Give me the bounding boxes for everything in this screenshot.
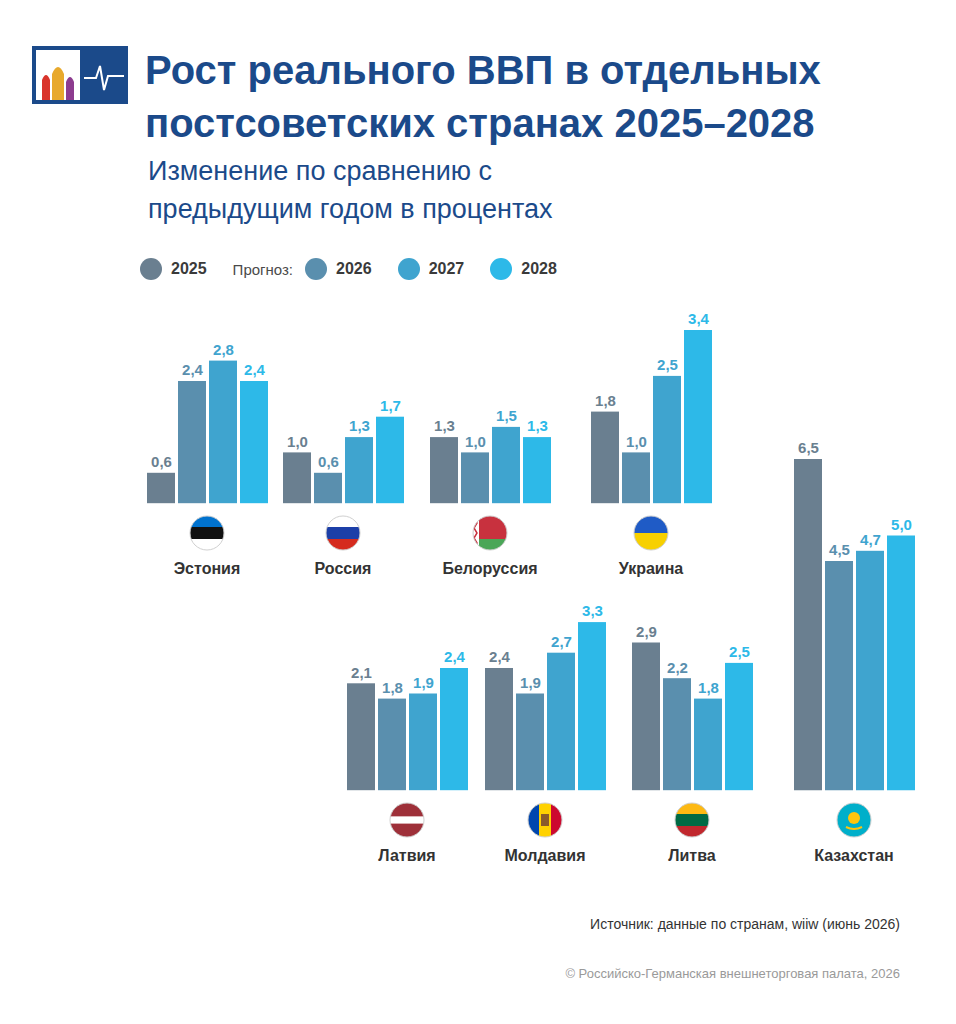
html-text:Белоруссия: Белоруссия bbox=[442, 560, 538, 577]
svg-text:1,3: 1,3 bbox=[349, 417, 370, 434]
html-text:2026: 2026 bbox=[336, 260, 372, 277]
svg-text:0,6: 0,6 bbox=[151, 453, 172, 470]
html-text:Украина: Украина bbox=[618, 560, 684, 577]
svg-text:0,6: 0,6 bbox=[318, 453, 339, 470]
html-text:Рост реального ВВП в отдельных: Рост реального ВВП в отдельных постсовет… bbox=[145, 48, 821, 145]
svg-text:2,9: 2,9 bbox=[636, 622, 657, 639]
svg-text:2,4: 2,4 bbox=[182, 361, 203, 378]
svg-text:2,5: 2,5 bbox=[729, 643, 750, 660]
svg-text:1,5: 1,5 bbox=[496, 407, 517, 424]
html-text:2028: 2028 bbox=[521, 260, 557, 277]
svg-text:1,9: 1,9 bbox=[520, 673, 541, 690]
svg-text:1,0: 1,0 bbox=[626, 432, 647, 449]
svg-text:2,4: 2,4 bbox=[244, 361, 265, 378]
svg-text:4,5: 4,5 bbox=[829, 541, 850, 558]
svg-text:2,4: 2,4 bbox=[444, 648, 465, 665]
html-text:Прогноз:: Прогноз: bbox=[232, 260, 293, 278]
svg-text:1,7: 1,7 bbox=[380, 397, 401, 414]
html-text:Россия: Россия bbox=[314, 560, 372, 577]
html-text:2027: 2027 bbox=[428, 260, 465, 277]
svg-text:1,8: 1,8 bbox=[382, 678, 403, 695]
svg-text:6,5: 6,5 bbox=[798, 439, 819, 456]
svg-text:1,0: 1,0 bbox=[465, 432, 486, 449]
html-text:Казахстан: Казахстан bbox=[814, 847, 894, 864]
svg-text:3,4: 3,4 bbox=[688, 310, 709, 327]
html-text:Литва: Литва bbox=[668, 847, 716, 864]
svg-text:2,1: 2,1 bbox=[351, 663, 372, 680]
html-text:Латвия: Латвия bbox=[378, 847, 436, 864]
html-text:Источник: данные по странам, w: Источник: данные по странам, wiiw (июнь … bbox=[590, 916, 900, 932]
svg-text:2,4: 2,4 bbox=[489, 648, 510, 665]
svg-text:3,3: 3,3 bbox=[582, 602, 603, 619]
html-text:Изменение по сравнению с преды: Изменение по сравнению с предыдущим годо… bbox=[148, 156, 553, 224]
svg-text:1,3: 1,3 bbox=[527, 417, 548, 434]
html-text:2025: 2025 bbox=[171, 260, 207, 277]
svg-text:4,7: 4,7 bbox=[860, 531, 881, 548]
html-text:Эстония: Эстония bbox=[173, 560, 241, 577]
html-text:© Российско-Германская внешнет: © Российско-Германская внешнеторговая па… bbox=[565, 966, 900, 981]
svg-text:2,5: 2,5 bbox=[657, 356, 678, 373]
svg-text:2,8: 2,8 bbox=[213, 340, 234, 357]
svg-text:2,7: 2,7 bbox=[551, 633, 572, 650]
svg-text:2,2: 2,2 bbox=[667, 658, 688, 675]
svg-text:5,0: 5,0 bbox=[891, 515, 912, 532]
svg-text:1,3: 1,3 bbox=[434, 417, 455, 434]
html-text:Молдавия: Молдавия bbox=[504, 847, 586, 864]
svg-text:1,9: 1,9 bbox=[413, 673, 434, 690]
svg-text:1,0: 1,0 bbox=[287, 432, 308, 449]
svg-text:1,8: 1,8 bbox=[698, 678, 719, 695]
svg-text:1,8: 1,8 bbox=[595, 391, 616, 408]
